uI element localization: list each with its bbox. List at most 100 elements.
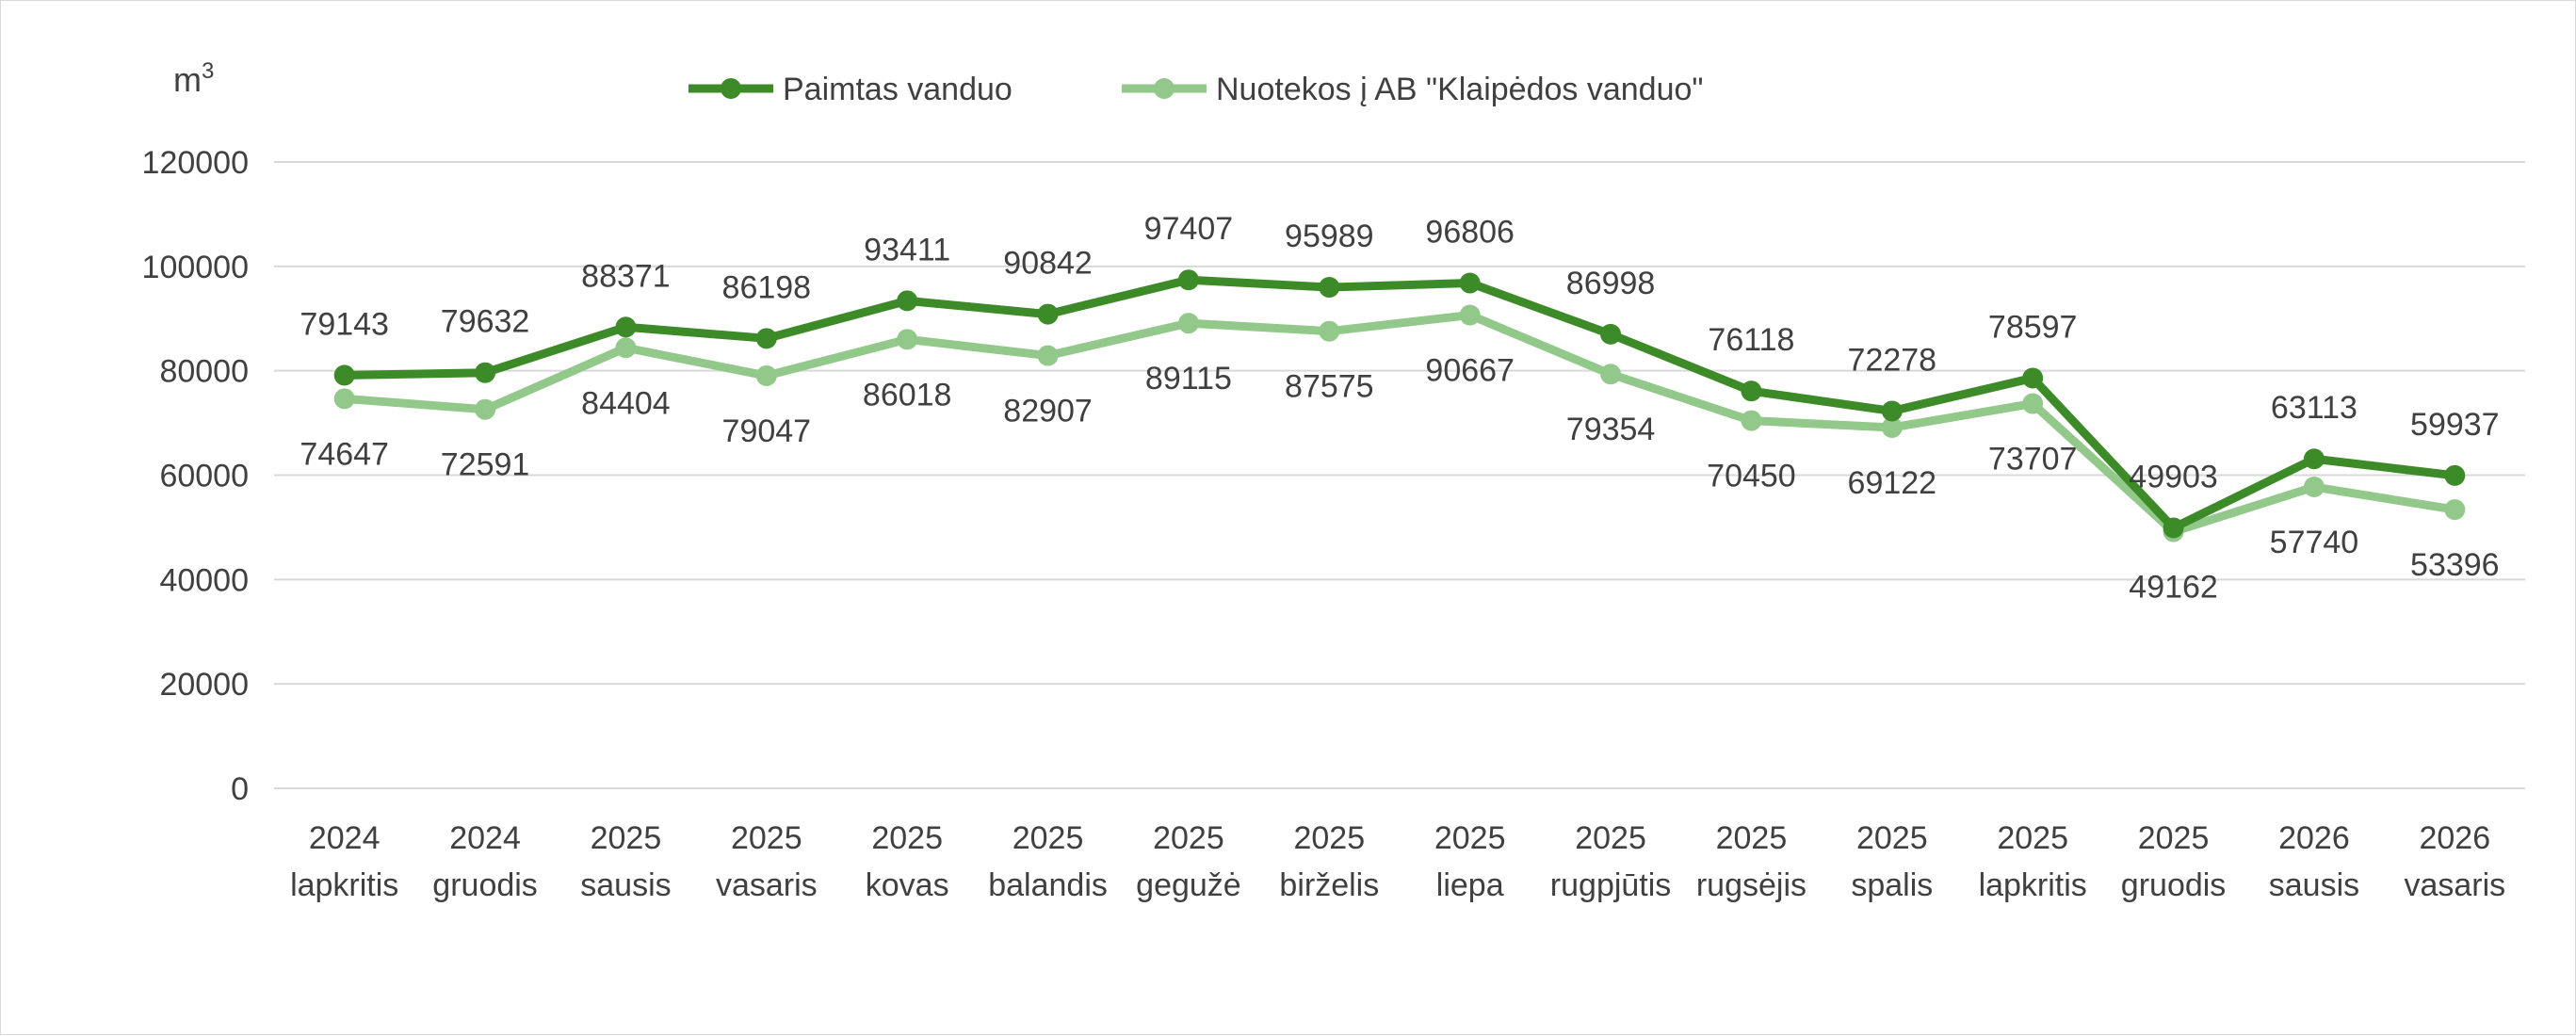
x-tick-label-month: sausis: [580, 867, 671, 903]
series-1-point: [1177, 313, 1199, 334]
x-tick-label-month: lapkritis: [290, 867, 398, 903]
series-1-point: [2444, 499, 2466, 521]
series-0-point: [1881, 400, 1903, 422]
data-label-series-0: 97407: [1144, 211, 1234, 247]
x-tick-label-year: 2025: [591, 820, 662, 856]
data-label-series-0: 95989: [1285, 219, 1374, 254]
series-0-point: [2303, 448, 2325, 470]
series-1-point: [897, 329, 918, 350]
series-0-point: [615, 316, 637, 338]
data-label-series-0: 79143: [300, 306, 389, 342]
series-points: [333, 269, 2466, 542]
data-label-series-1: 53396: [2410, 547, 2500, 583]
x-tick-label-month: gegužė: [1136, 867, 1241, 903]
series-0-point: [1600, 323, 1622, 345]
x-tick-label-year: 2026: [2419, 820, 2490, 856]
x-tick-label-year: 2024: [309, 820, 381, 856]
series-0-point: [1037, 303, 1059, 325]
legend-entry-paimtas-vanduo: Paimtas vanduo: [783, 72, 1013, 107]
x-tick-label-month: spalis: [1851, 867, 1933, 903]
series-line-0: [340, 275, 2459, 532]
data-label-series-1: 57740: [2270, 525, 2359, 560]
series-0-point: [1177, 269, 1199, 291]
x-tick-label-month: liepa: [1436, 867, 1504, 903]
y-tick-label: 80000: [159, 354, 249, 390]
data-label-series-1: 72591: [441, 447, 530, 483]
data-label-series-0: 93411: [864, 232, 950, 267]
series-1-point: [475, 398, 496, 420]
series-1-point: [615, 337, 637, 359]
x-tick-label-year: 2025: [1856, 820, 1928, 856]
x-tick-label-month: vasaris: [2404, 867, 2505, 903]
series-1-point: [1600, 364, 1622, 385]
data-label-series-1: 74647: [300, 436, 389, 472]
unit-superscript: 3: [202, 58, 214, 84]
data-label-series-0: 59937: [2410, 407, 2500, 443]
x-axis-tick-labels: 2024 lapkritis 2024 gruodis 2025 sausis 2025 va…: [290, 820, 2505, 903]
series-0-point: [1319, 277, 1340, 299]
series-0-point: [1459, 272, 1481, 294]
data-label-series-0: 96806: [1425, 215, 1515, 251]
data-label-series-0: 79632: [441, 304, 530, 340]
y-axis-tick-labels: 0 20000 40000 60000 80000 100000 120000: [142, 145, 249, 807]
x-tick-label-year: 2025: [2138, 820, 2210, 856]
x-tick-label-year: 2025: [1997, 820, 2068, 856]
series-0-point: [897, 290, 918, 312]
data-label-series-1: 86018: [863, 377, 952, 413]
series-0-point: [755, 328, 777, 349]
data-label-series-1: 70450: [1707, 459, 1796, 494]
y-axis-unit-label: m3: [173, 58, 214, 99]
series-0-point: [475, 362, 496, 383]
data-label-series-1: 79354: [1566, 412, 1656, 447]
x-tick-label-month: gruodis: [2121, 867, 2227, 903]
x-tick-label-month: gruodis: [432, 867, 538, 903]
series-1-point: [1459, 304, 1481, 326]
series-1-point: [333, 388, 355, 410]
y-tick-label: 20000: [159, 667, 249, 703]
series-line-1: [340, 311, 2459, 537]
data-label-series-1: 69122: [1848, 465, 1937, 501]
legend-swatch-marker-paimtas: [721, 78, 741, 99]
unit-base: m: [173, 60, 202, 99]
x-tick-label-year: 2025: [871, 820, 943, 856]
data-label-series-0: 72278: [1848, 342, 1937, 378]
data-label-series-0: 76118: [1708, 322, 1794, 358]
legend-entry-nuotekos: Nuotekos į AB "Klaipėdos vanduo": [1216, 72, 1703, 107]
x-tick-label-month: balandis: [988, 867, 1108, 903]
data-label-series-0: 86998: [1566, 266, 1656, 301]
series-1-point: [755, 364, 777, 386]
x-tick-label-year: 2025: [731, 820, 802, 856]
series-0-point: [333, 364, 355, 386]
series-1-point: [1881, 416, 1903, 438]
series-lines: [340, 275, 2459, 537]
series-1-point: [1319, 320, 1340, 342]
series-0-point: [1741, 380, 1762, 402]
y-tick-label: 60000: [159, 459, 249, 494]
x-tick-label-year: 2025: [1434, 820, 1506, 856]
gridlines: [274, 161, 2525, 789]
data-label-series-0: 86198: [722, 269, 812, 305]
x-tick-label-year: 2025: [1013, 820, 1084, 856]
data-label-series-0: 63113: [2271, 390, 2357, 426]
data-labels: 79143 79632 88371 86198 93411 90842 97407 95989…: [300, 211, 2499, 605]
x-tick-label-year: 2026: [2278, 820, 2350, 856]
x-tick-label-month: vasaris: [716, 867, 818, 903]
y-tick-label: 0: [231, 771, 249, 807]
data-label-series-1: 84404: [581, 385, 671, 421]
data-label-series-1: 89115: [1145, 361, 1232, 397]
x-tick-label-month: kovas: [866, 867, 949, 903]
x-tick-label-year: 2024: [449, 820, 521, 856]
x-tick-label-month: rugpjūtis: [1550, 867, 1672, 903]
x-tick-label-year: 2025: [1575, 820, 1646, 856]
data-label-series-1: 73707: [1988, 442, 2078, 478]
x-tick-label-month: sausis: [2269, 867, 2359, 903]
series-1-point: [2303, 477, 2325, 498]
series-0-point: [2163, 517, 2184, 539]
y-tick-label: 100000: [142, 250, 249, 285]
data-label-series-0: 49903: [2129, 459, 2218, 494]
y-tick-label: 120000: [142, 145, 249, 181]
data-label-series-0: 90842: [1003, 246, 1093, 282]
series-1-point: [2022, 393, 2044, 414]
